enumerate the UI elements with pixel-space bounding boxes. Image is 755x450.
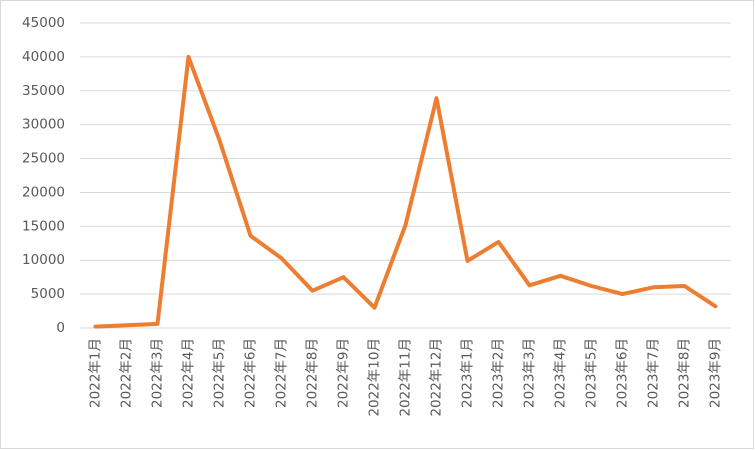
y-tick-label: 5000 bbox=[31, 286, 65, 302]
x-tick-label: 2023年8月 bbox=[677, 338, 693, 408]
x-tick-label: 2022年10月 bbox=[367, 338, 383, 417]
x-tick-label: 2023年3月 bbox=[522, 338, 538, 408]
y-tick-label: 40000 bbox=[22, 49, 65, 65]
y-tick-label: 20000 bbox=[22, 184, 65, 200]
x-tick-label: 2023年5月 bbox=[584, 338, 600, 408]
x-tick-label: 2022年12月 bbox=[429, 338, 445, 417]
x-tick-label: 2022年1月 bbox=[88, 338, 104, 408]
x-tick-label: 2023年9月 bbox=[708, 338, 724, 408]
x-tick-label: 2022年4月 bbox=[181, 338, 197, 408]
x-tick-label: 2022年3月 bbox=[150, 338, 166, 408]
y-tick-label: 0 bbox=[56, 320, 65, 336]
y-tick-label: 15000 bbox=[22, 218, 65, 234]
x-tick-label: 2022年8月 bbox=[305, 338, 321, 408]
x-tick-label: 2023年7月 bbox=[646, 338, 662, 408]
y-tick-label: 25000 bbox=[22, 151, 65, 167]
data-line bbox=[93, 54, 718, 329]
x-tick-label: 2023年2月 bbox=[491, 338, 507, 408]
x-tick-label: 2022年5月 bbox=[212, 338, 228, 408]
x-tick-label: 2023年1月 bbox=[460, 338, 476, 408]
y-tick-label: 35000 bbox=[22, 83, 65, 99]
x-tick-label: 2022年7月 bbox=[274, 338, 290, 408]
x-tick-label: 2022年11月 bbox=[398, 338, 414, 417]
x-tick-label: 2023年6月 bbox=[615, 338, 631, 408]
x-tick-label: 2022年9月 bbox=[336, 338, 352, 408]
y-tick-label: 30000 bbox=[22, 117, 65, 133]
x-tick-label: 2022年2月 bbox=[119, 338, 135, 408]
y-tick-label: 45000 bbox=[22, 15, 65, 31]
y-tick-label: 10000 bbox=[22, 252, 65, 268]
x-tick-label: 2023年4月 bbox=[553, 338, 569, 408]
x-tick-label: 2022年6月 bbox=[243, 338, 259, 408]
